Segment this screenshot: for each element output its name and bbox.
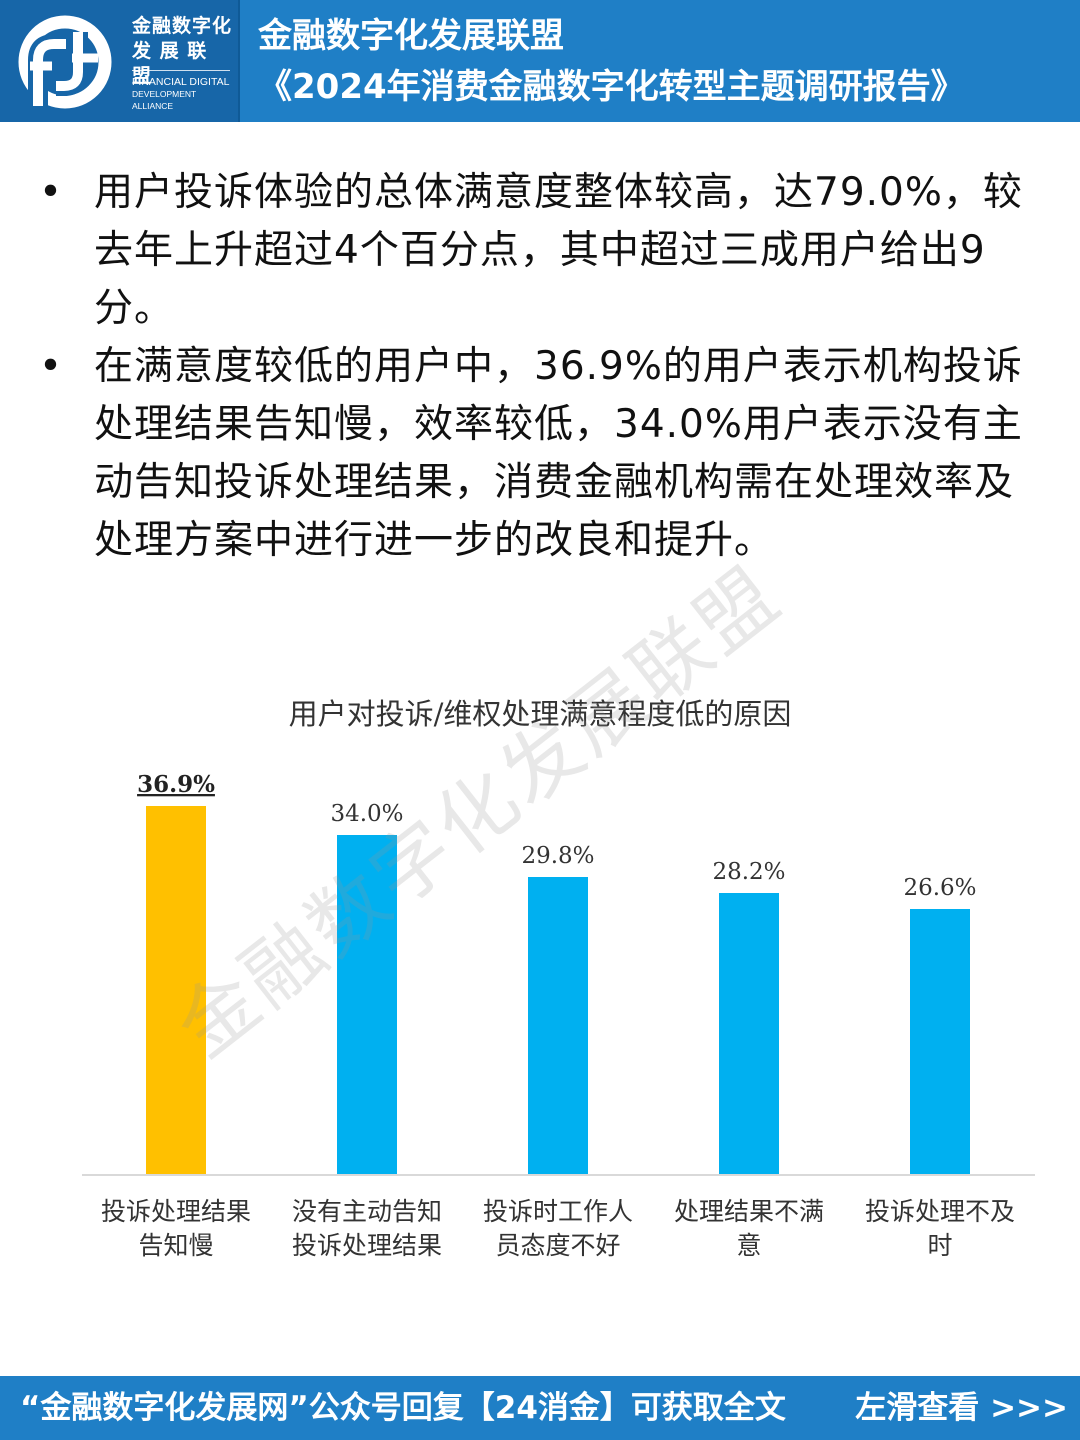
logo-divider bbox=[132, 70, 230, 71]
logo-cn-line1: 金融数字化 bbox=[132, 15, 233, 37]
logo-text-en: FINANCIAL DIGITAL DEVELOPMENT ALLIANCE bbox=[132, 76, 236, 112]
header-title: 金融数字化发展联盟 bbox=[258, 16, 564, 56]
bullet-item: • 用户投诉体验的总体满意度整体较高，达79.0%，较去年上升超过4个百分点，其… bbox=[36, 164, 1046, 338]
logo-en-line1: FINANCIAL DIGITAL bbox=[132, 76, 230, 88]
category-label-1: 告知慢 bbox=[138, 1231, 213, 1260]
chart-title: 用户对投诉/维权处理满意程度低的原因 bbox=[289, 697, 792, 731]
bar-3 bbox=[528, 877, 588, 1175]
logo-en-line2: DEVELOPMENT ALLIANCE bbox=[132, 89, 197, 111]
category-label-3: 员态度不好 bbox=[495, 1231, 620, 1260]
footer-banner: “金融数字化发展网”公众号回复【24消金】可获取全文 左滑查看 >>> bbox=[0, 1376, 1080, 1440]
bullet-item: • 在满意度较低的用户中，36.9%的用户表示机构投诉处理结果告知慢，效率较低，… bbox=[36, 338, 1046, 570]
bars-layer bbox=[146, 806, 970, 1175]
bar-4 bbox=[719, 893, 779, 1175]
category-label-4: 处理结果不满 bbox=[674, 1197, 824, 1226]
category-label-5: 时 bbox=[927, 1231, 952, 1260]
category-label-4: 意 bbox=[736, 1231, 761, 1260]
bullet-text: 用户投诉体验的总体满意度整体较高，达79.0%，较去年上升超过4个百分点，其中超… bbox=[94, 170, 1023, 331]
data-label-4: 28.2% bbox=[712, 859, 785, 885]
bullet-marker: • bbox=[38, 170, 63, 215]
data-label-5: 26.6% bbox=[903, 875, 976, 901]
bullet-marker: • bbox=[38, 344, 63, 389]
category-label-3: 投诉时工作人 bbox=[483, 1197, 633, 1226]
category-label-2: 投诉处理结果 bbox=[292, 1231, 442, 1260]
bar-chart: 用户对投诉/维权处理满意程度低的原因 36.9% 投诉处理结果 告知慢 34.0% 没有… bbox=[0, 680, 1080, 1300]
alliance-logo: 金融数字化 发 展 联 盟 FINANCIAL DIGITAL DEVELOPM… bbox=[0, 0, 240, 122]
data-label-1: 36.9% bbox=[137, 771, 215, 798]
alliance-logo-icon bbox=[18, 15, 112, 109]
bar-chart-svg: 用户对投诉/维权处理满意程度低的原因 36.9%投诉处理结果告知慢34.0%没有… bbox=[82, 697, 1035, 1260]
bar-1 bbox=[146, 806, 206, 1175]
data-label-2: 34.0% bbox=[330, 801, 403, 827]
category-label-1: 投诉处理结果 bbox=[101, 1197, 251, 1226]
bar-5 bbox=[910, 909, 970, 1175]
labels-layer: 36.9%投诉处理结果告知慢34.0%没有主动告知投诉处理结果29.8%投诉时工… bbox=[101, 771, 1015, 1260]
data-label-3: 29.8% bbox=[521, 843, 594, 869]
swipe-hint[interactable]: 左滑查看 >>> bbox=[855, 1390, 1068, 1426]
report-title: 《2024年消费金融数字化转型主题调研报告》 bbox=[258, 67, 965, 107]
category-label-5: 投诉处理不及 bbox=[865, 1197, 1015, 1226]
category-label-2: 没有主动告知 bbox=[292, 1197, 442, 1226]
bar-2 bbox=[337, 835, 397, 1175]
bullet-text: 在满意度较低的用户中，36.9%的用户表示机构投诉处理结果告知慢，效率较低，34… bbox=[94, 344, 1023, 563]
footer-instruction: “金融数字化发展网”公众号回复【24消金】可获取全文 bbox=[20, 1390, 786, 1426]
summary-bullets: • 用户投诉体验的总体满意度整体较高，达79.0%，较去年上升超过4个百分点，其… bbox=[36, 164, 1046, 570]
report-header: 金融数字化 发 展 联 盟 FINANCIAL DIGITAL DEVELOPM… bbox=[0, 0, 1080, 122]
